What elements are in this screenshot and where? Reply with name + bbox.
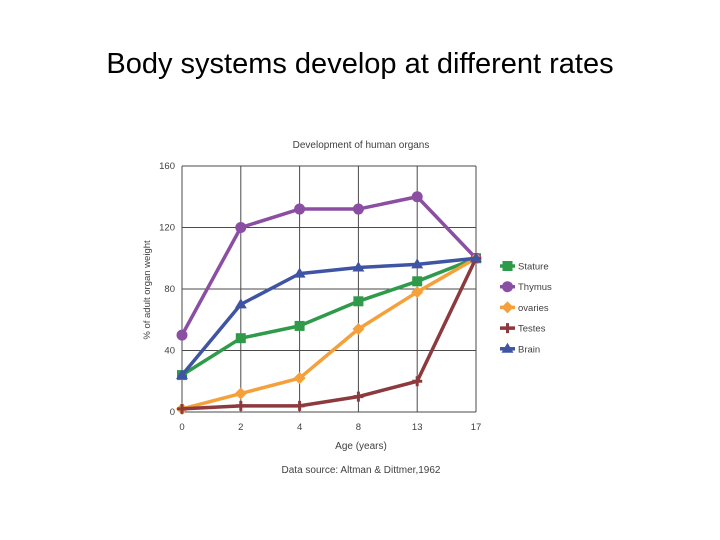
y-tick-labels: 0 40 80 120 160	[159, 161, 175, 418]
x-tick-label: 4	[297, 422, 302, 433]
slide-title: Body systems develop at different rates	[106, 48, 614, 80]
legend-label-testes: Testes	[518, 324, 546, 335]
data-point-thymus	[294, 203, 306, 215]
chart-grid	[181, 165, 477, 413]
series-testes	[177, 253, 481, 414]
legend-label-stature: Stature	[518, 262, 549, 273]
data-point-ovaries	[293, 372, 306, 385]
x-tick-label: 2	[238, 422, 243, 433]
y-tick-label: 160	[159, 161, 175, 172]
data-point-testes	[235, 400, 246, 411]
legend-marker-stature	[502, 261, 513, 271]
data-point-testes	[353, 391, 364, 402]
legend-marker-brain	[501, 342, 514, 353]
x-tick-label: 17	[471, 422, 482, 433]
legend-item-ovaries: ovaries	[500, 301, 549, 314]
y-tick-label: 120	[159, 223, 175, 234]
data-source-note: Data source: Altman & Dittmer,1962	[282, 465, 441, 476]
data-point-testes	[294, 400, 305, 411]
data-point-stature	[294, 320, 305, 331]
series-line-stature	[181, 256, 477, 377]
legend-item-testes: Testes	[500, 323, 546, 335]
data-point-testes	[177, 403, 187, 414]
data-point-brain	[470, 252, 482, 263]
chart-legend: Stature Thymus ovaries Testes Brain	[500, 261, 552, 355]
data-series	[176, 191, 482, 415]
legend-item-brain: Brain	[500, 342, 540, 355]
data-point-stature	[353, 296, 364, 307]
legend-marker-ovaries	[501, 301, 514, 314]
data-point-ovaries	[411, 286, 424, 299]
legend-label-brain: Brain	[518, 344, 540, 355]
x-axis-label: Age (years)	[335, 441, 387, 452]
data-point-ovaries	[352, 322, 365, 335]
legend-item-stature: Stature	[500, 261, 549, 273]
legend-item-thymus: Thymus	[500, 281, 552, 293]
series-thymus	[176, 191, 482, 341]
y-tick-label: 0	[170, 407, 175, 418]
x-tick-label: 8	[356, 422, 361, 433]
data-point-stature	[412, 276, 423, 287]
series-line-testes	[181, 257, 478, 411]
data-point-thymus	[235, 222, 247, 233]
data-point-ovaries	[234, 387, 247, 400]
x-tick-label: 13	[412, 422, 423, 433]
data-point-brain	[293, 267, 306, 278]
data-point-brain	[234, 298, 247, 309]
series-line-brain	[180, 256, 477, 377]
data-point-thymus	[352, 203, 364, 215]
y-axis-label: % of adult organ weight	[142, 240, 153, 340]
series-ovaries	[176, 252, 482, 415]
chart-title: Development of human organs	[293, 140, 430, 151]
data-point-thymus	[176, 329, 188, 341]
legend-label-thymus: Thymus	[518, 282, 552, 293]
x-tick-labels: 0 2 4 8 13 17	[179, 422, 481, 433]
legend-label-ovaries: ovaries	[518, 303, 549, 314]
legend-marker-thymus	[502, 281, 513, 293]
y-tick-label: 80	[164, 284, 175, 295]
series-line-ovaries	[181, 256, 477, 411]
series-brain	[176, 252, 482, 380]
y-tick-label: 40	[164, 346, 175, 357]
x-tick-label: 0	[179, 422, 184, 433]
data-point-brain	[411, 258, 424, 269]
data-point-brain	[352, 261, 365, 272]
data-point-stature	[235, 333, 246, 344]
data-point-brain	[176, 369, 188, 380]
data-point-thymus	[411, 191, 423, 203]
legend-marker-testes	[502, 323, 513, 334]
series-line-thymus	[180, 195, 478, 336]
data-point-testes	[412, 376, 423, 387]
